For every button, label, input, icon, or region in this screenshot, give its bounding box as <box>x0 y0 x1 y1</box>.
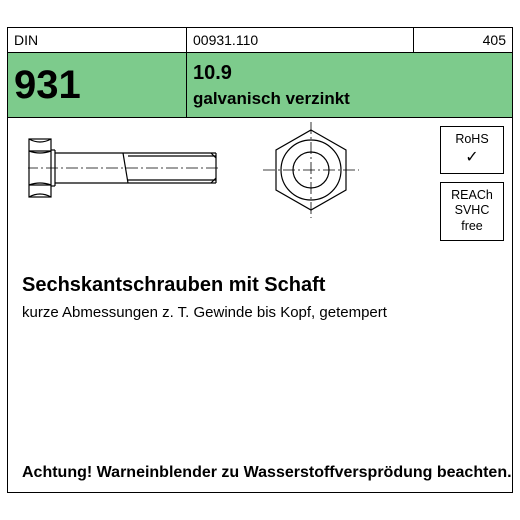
warning-block: Achtung! Warneinblender zu Wasserstoffve… <box>22 462 512 484</box>
description-block: Sechskantschrauben mit Schaft kurze Abme… <box>22 274 422 323</box>
reach-badge: REACh SVHC free <box>440 182 504 241</box>
din-number: 931 <box>8 53 187 117</box>
warning-label: Achtung! <box>22 464 92 481</box>
reach-line3: free <box>443 219 501 235</box>
reach-line2: SVHC <box>443 203 501 219</box>
strength-grade: 10.9 <box>193 62 506 85</box>
rohs-label: RoHS <box>443 132 501 148</box>
check-icon: ✓ <box>443 148 501 168</box>
hexbolt-side-icon <box>28 132 218 204</box>
surface-finish: galvanisch verzinkt <box>193 89 506 109</box>
product-subtitle: kurze Abmessungen z. T. Gewinde bis Kopf… <box>22 303 422 323</box>
warning-text: Warneinblender zu Wasserstoffversprödung… <box>97 464 512 481</box>
compliance-badges: RoHS ✓ REACh SVHC free <box>440 126 504 241</box>
rohs-badge: RoHS ✓ <box>440 126 504 174</box>
reach-line1: REACh <box>443 188 501 204</box>
product-title: Sechskantschrauben mit Schaft <box>22 274 422 297</box>
hexbolt-front-icon <box>263 122 359 218</box>
diagram-area <box>8 118 512 258</box>
header-row: DIN 00931.110 405 <box>8 28 512 53</box>
spec-cell: 10.9 galvanisch verzinkt <box>187 53 512 117</box>
header-standard: DIN <box>8 28 187 52</box>
datasheet-frame: DIN 00931.110 405 931 10.9 galvanisch ve… <box>7 27 513 493</box>
spec-band: 931 10.9 galvanisch verzinkt <box>8 53 512 118</box>
header-page: 405 <box>414 28 512 52</box>
header-code: 00931.110 <box>187 28 414 52</box>
